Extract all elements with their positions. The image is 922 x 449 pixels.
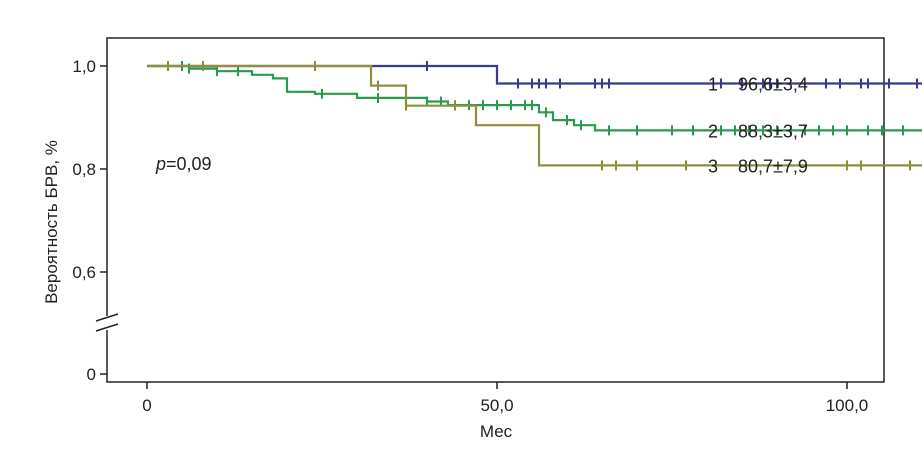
- p-value-text: =0,09: [166, 154, 212, 174]
- x-tick-label: 50,0: [480, 396, 513, 415]
- series-2-label: 2: [708, 121, 718, 141]
- p-value: p=0,09: [155, 154, 212, 174]
- plot-frame: [106, 37, 885, 383]
- y-tick-label: 1,0: [72, 57, 96, 76]
- series-3-line: [147, 64, 922, 167]
- series-1-stat: 96,6±3,4: [738, 75, 808, 95]
- series-3-stat: 80,7±7,9: [738, 156, 808, 176]
- series-1-label: 1: [708, 75, 718, 95]
- axis-break-mark: [95, 313, 119, 322]
- series-2-stat: 88,3±3,7: [738, 121, 808, 141]
- y-axis-title: Вероятность БРВ, %: [42, 140, 61, 304]
- series-group: [147, 61, 922, 171]
- series-2-line: [147, 64, 922, 132]
- y-tick-label: 0,8: [72, 160, 96, 179]
- x-tick-label: 0: [142, 396, 151, 415]
- y-tick-label: 0,6: [72, 263, 96, 282]
- series-3-label: 3: [708, 156, 718, 176]
- x-axis-title: Мес: [480, 422, 513, 441]
- p-value-italic: p: [155, 154, 166, 174]
- x-tick-label: 100,0: [826, 396, 869, 415]
- series-labels: 1 96,6±3,4 2 88,3±3,7 3 80,7±7,9: [708, 75, 808, 177]
- series-2: [147, 61, 922, 136]
- axis-break-mark: [95, 323, 119, 332]
- y-tick-label: 0: [87, 365, 96, 384]
- series-3: [147, 61, 922, 171]
